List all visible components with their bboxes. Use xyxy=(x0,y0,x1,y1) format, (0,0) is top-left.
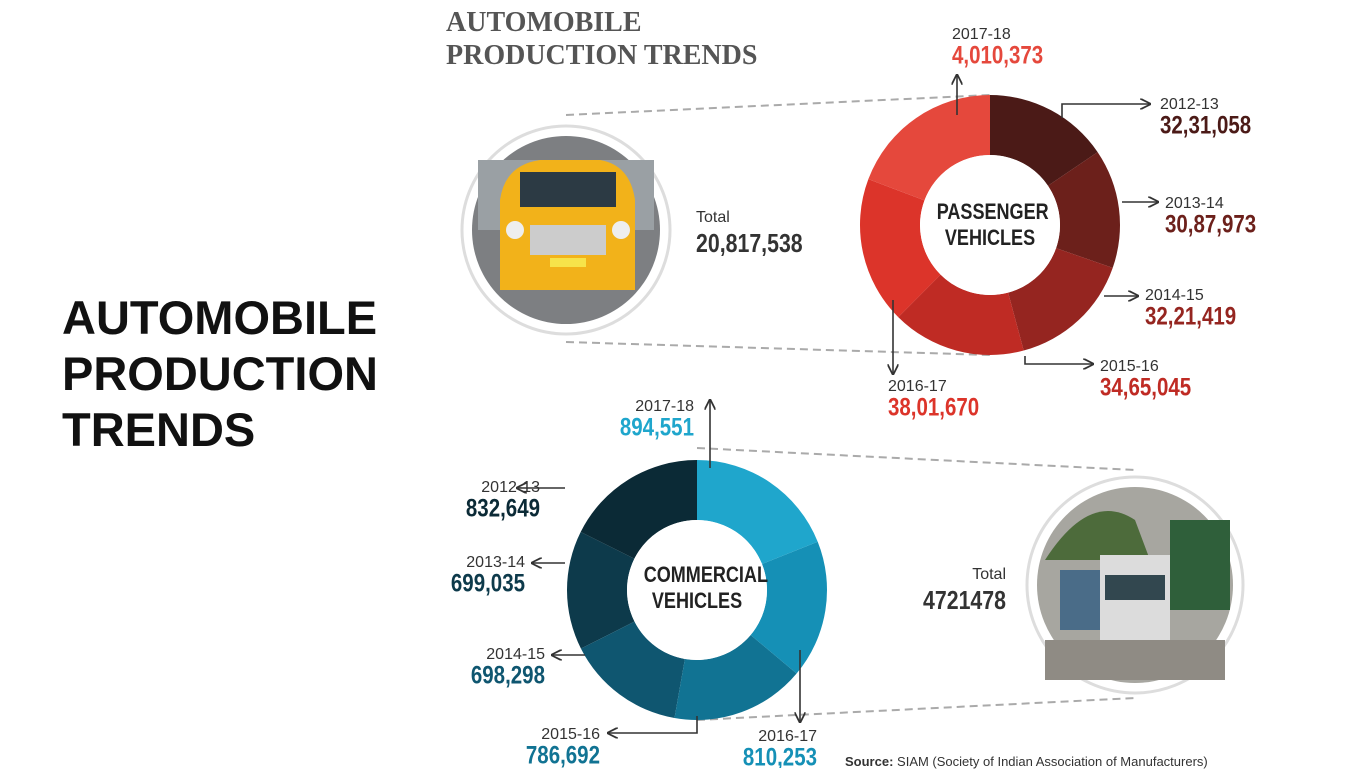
year-label: 2014-15 xyxy=(486,646,545,663)
truck-photo xyxy=(1025,475,1245,695)
value-label: 699,035 xyxy=(451,569,525,597)
decor xyxy=(565,94,1136,721)
total-value: 4721478 xyxy=(923,586,1006,616)
main-title: AUTOMOBILE PRODUCTION TRENDS xyxy=(62,291,378,456)
donut-slice xyxy=(697,460,818,565)
year-label: 2016-17 xyxy=(888,378,947,395)
value-label: 30,87,973 xyxy=(1165,210,1256,238)
taxi-photo xyxy=(460,124,672,336)
source-label: Source: xyxy=(845,754,894,769)
donut-title: PASSENGER VEHICLES xyxy=(936,199,1049,250)
arrow xyxy=(1061,104,1150,118)
year-label: 2013-14 xyxy=(466,554,525,571)
value-label: 786,692 xyxy=(526,741,600,768)
year-label: 2015-16 xyxy=(1100,358,1159,375)
source-text: SIAM (Society of Indian Association of M… xyxy=(897,754,1208,769)
donut-slice xyxy=(898,274,1024,356)
donut-slice xyxy=(868,94,990,201)
value-label: 832,649 xyxy=(466,494,540,522)
donut-slice xyxy=(750,541,828,674)
donut-title: COMMERCIAL VEHICLES xyxy=(643,562,768,613)
donut-slice xyxy=(580,621,685,719)
value-label: 698,298 xyxy=(471,661,545,689)
arrow xyxy=(608,716,698,733)
year-label: 2015-16 xyxy=(541,726,600,743)
year-label: 2014-15 xyxy=(1145,287,1204,304)
donut-slice xyxy=(580,460,697,559)
value-label: 38,01,670 xyxy=(888,393,979,421)
year-label: 2017-18 xyxy=(635,398,694,415)
donut-slice xyxy=(1047,152,1120,268)
value-label: 4,010,373 xyxy=(952,41,1043,69)
year-label: 2016-17 xyxy=(758,728,817,745)
value-label: 894,551 xyxy=(620,413,694,441)
total-label: Total xyxy=(972,566,1006,583)
donut-slice xyxy=(860,179,941,318)
total-label: Total xyxy=(696,209,730,226)
donut-hole xyxy=(627,520,767,660)
donut-slice xyxy=(990,95,1098,186)
donut-slice xyxy=(674,634,797,720)
top-title: AUTOMOBILE PRODUCTION TRENDS xyxy=(446,7,758,71)
arrow xyxy=(1024,356,1093,364)
donut-slice xyxy=(1008,248,1113,351)
value-label: 32,21,419 xyxy=(1145,302,1236,330)
value-label: 32,31,058 xyxy=(1160,111,1251,139)
total-value: 20,817,538 xyxy=(696,229,803,259)
donut-hole xyxy=(920,155,1060,295)
source: Source: SIAM (Society of Indian Associat… xyxy=(845,754,1208,769)
value-label: 810,253 xyxy=(743,743,817,768)
value-label: 34,65,045 xyxy=(1100,373,1191,401)
year-label: 2013-14 xyxy=(1165,195,1224,212)
year-label: 2012-13 xyxy=(1160,96,1219,113)
donut-slice xyxy=(567,531,635,649)
year-label: 2017-18 xyxy=(952,26,1011,43)
